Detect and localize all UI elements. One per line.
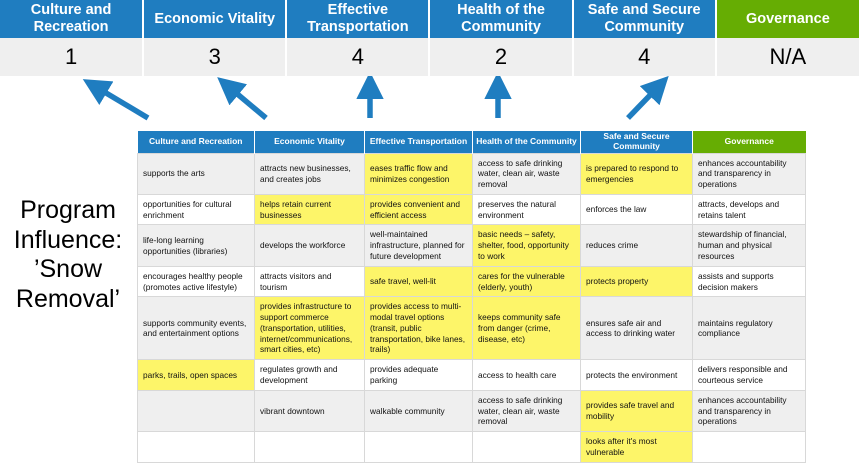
score-header-culture-and-recreation: Culture and Recreation — [0, 0, 145, 38]
matrix-header-effective-transportation: Effective Transportation — [364, 131, 473, 154]
matrix-cell: provides infrastructure to support comme… — [254, 296, 365, 361]
matrix-header-row: Culture and Recreation Economic Vitality… — [137, 131, 806, 154]
program-influence-matrix-wrapper: Culture and Recreation Economic Vitality… — [137, 131, 806, 463]
matrix-cell: parks, trails, open spaces — [137, 359, 255, 391]
matrix-cell — [364, 431, 473, 463]
matrix-cell: regulates growth and development — [254, 359, 365, 391]
arrow-layer — [82, 76, 669, 121]
matrix-cell: protects property — [580, 265, 693, 298]
score-value-culture-and-recreation: 1 — [0, 38, 145, 76]
matrix-row: opportunities for cultural enrichment hel… — [137, 193, 806, 226]
matrix-cell: provides safe travel and mobility — [580, 389, 693, 433]
matrix-cell — [472, 431, 581, 463]
matrix-cell: preserves the natural environment — [472, 193, 581, 226]
matrix-cell: access to health care — [472, 359, 581, 391]
matrix-cell — [137, 389, 255, 433]
matrix-cell: access to safe drinking water, clean air… — [472, 389, 581, 433]
matrix-row: supports the arts attracts new businesses… — [137, 152, 806, 195]
matrix-row: encourages healthy people (promotes acti… — [137, 265, 806, 298]
score-table-value-row: 1 3 4 2 4 N/A — [0, 38, 859, 76]
matrix-cell: supports the arts — [137, 152, 255, 195]
matrix-header-economic-vitality: Economic Vitality — [254, 131, 365, 154]
matrix-cell: cares for the vulnerable (elderly, youth… — [472, 265, 581, 298]
matrix-cell: protects the environment — [580, 359, 693, 391]
matrix-cell: reduces crime — [580, 224, 693, 267]
score-value-health-of-the-community: 2 — [429, 38, 574, 76]
matrix-cell — [137, 431, 255, 463]
matrix-cell: supports community events, and entertain… — [137, 296, 255, 361]
matrix-body: supports the arts attracts new businesses… — [137, 152, 806, 463]
score-header-health-of-the-community: Health of the Community — [429, 0, 574, 38]
matrix-cell — [254, 431, 365, 463]
arrow-economic-vitality — [217, 77, 268, 121]
matrix-row: vibrant downtown walkable community access… — [137, 389, 806, 433]
matrix-cell: ensures safe air and access to drinking … — [580, 296, 693, 361]
matrix-row: looks after it's most vulnerable — [137, 431, 806, 463]
matrix-cell: attracts visitors and tourism — [254, 265, 365, 298]
matrix-row: life-long learning opportunities (librar… — [137, 224, 806, 267]
program-influence-caption: Program Influence: ’Snow Removal’ — [2, 196, 134, 314]
score-header-governance: Governance — [715, 0, 859, 38]
matrix-cell: helps retain current businesses — [254, 193, 365, 226]
matrix-cell — [692, 431, 806, 463]
matrix-cell: enhances accountability and transparency… — [692, 389, 806, 433]
program-influence-matrix: Culture and Recreation Economic Vitality… — [137, 131, 806, 463]
matrix-cell: opportunities for cultural enrichment — [137, 193, 255, 226]
matrix-cell: eases traffic flow and minimizes congest… — [364, 152, 473, 195]
matrix-cell: looks after it's most vulnerable — [580, 431, 693, 463]
arrow-culture-and-recreation — [82, 79, 150, 121]
matrix-cell: provides access to multi-modal travel op… — [364, 296, 473, 361]
matrix-cell: life-long learning opportunities (librar… — [137, 224, 255, 267]
score-value-governance: N/A — [715, 38, 859, 76]
matrix-cell: vibrant downtown — [254, 389, 365, 433]
strategic-priority-score-table: Culture and Recreation Economic Vitality… — [0, 0, 859, 76]
matrix-cell: maintains regulatory compliance — [692, 296, 806, 361]
matrix-header-health-of-the-community: Health of the Community — [472, 131, 581, 154]
matrix-cell: well-maintained infrastructure, planned … — [364, 224, 473, 267]
matrix-cell: access to safe drinking water, clean air… — [472, 152, 581, 195]
caption-line-4: Removal’ — [15, 284, 121, 313]
matrix-cell: stewardship of financial, human and phys… — [692, 224, 806, 267]
score-value-effective-transportation: 4 — [286, 38, 431, 76]
matrix-cell: encourages healthy people (promotes acti… — [137, 265, 255, 298]
matrix-header-governance: Governance — [692, 131, 806, 154]
score-value-economic-vitality: 3 — [143, 38, 288, 76]
score-table-header-row: Culture and Recreation Economic Vitality… — [0, 0, 859, 38]
matrix-header-culture-and-recreation: Culture and Recreation — [137, 131, 255, 154]
matrix-cell: basic needs – safety, shelter, food, opp… — [472, 224, 581, 267]
matrix-cell: attracts, develops and retains talent — [692, 193, 806, 226]
score-header-safe-and-secure-community: Safe and Secure Community — [572, 0, 717, 38]
matrix-row: parks, trails, open spaces regulates grow… — [137, 359, 806, 391]
score-header-economic-vitality: Economic Vitality — [143, 0, 288, 38]
matrix-cell: walkable community — [364, 389, 473, 433]
matrix-cell: keeps community safe from danger (crime,… — [472, 296, 581, 361]
caption-line-2: Influence: — [13, 225, 123, 254]
matrix-cell: delivers responsible and courteous servi… — [692, 359, 806, 391]
matrix-header-safe-and-secure-community: Safe and Secure Community — [580, 131, 693, 154]
matrix-cell: enforces the law — [580, 193, 693, 226]
matrix-cell: is prepared to respond to emergencies — [580, 152, 693, 195]
score-value-safe-and-secure-community: 4 — [572, 38, 717, 76]
score-header-effective-transportation: Effective Transportation — [286, 0, 431, 38]
caption-line-1: Program — [20, 196, 116, 224]
matrix-cell: attracts new businesses, and creates job… — [254, 152, 365, 195]
arrow-safe-and-secure-community — [626, 76, 669, 120]
matrix-cell: safe travel, well-lit — [364, 265, 473, 298]
matrix-cell: assists and supports decision makers — [692, 265, 806, 298]
matrix-cell: enhances accountability and transparency… — [692, 152, 806, 195]
matrix-row: supports community events, and entertain… — [137, 296, 806, 361]
caption-line-3: ’Snow — [33, 255, 103, 283]
matrix-cell: provides convenient and efficient access — [364, 193, 473, 226]
matrix-cell: develops the workforce — [254, 224, 365, 267]
matrix-cell: provides adequate parking — [364, 359, 473, 391]
